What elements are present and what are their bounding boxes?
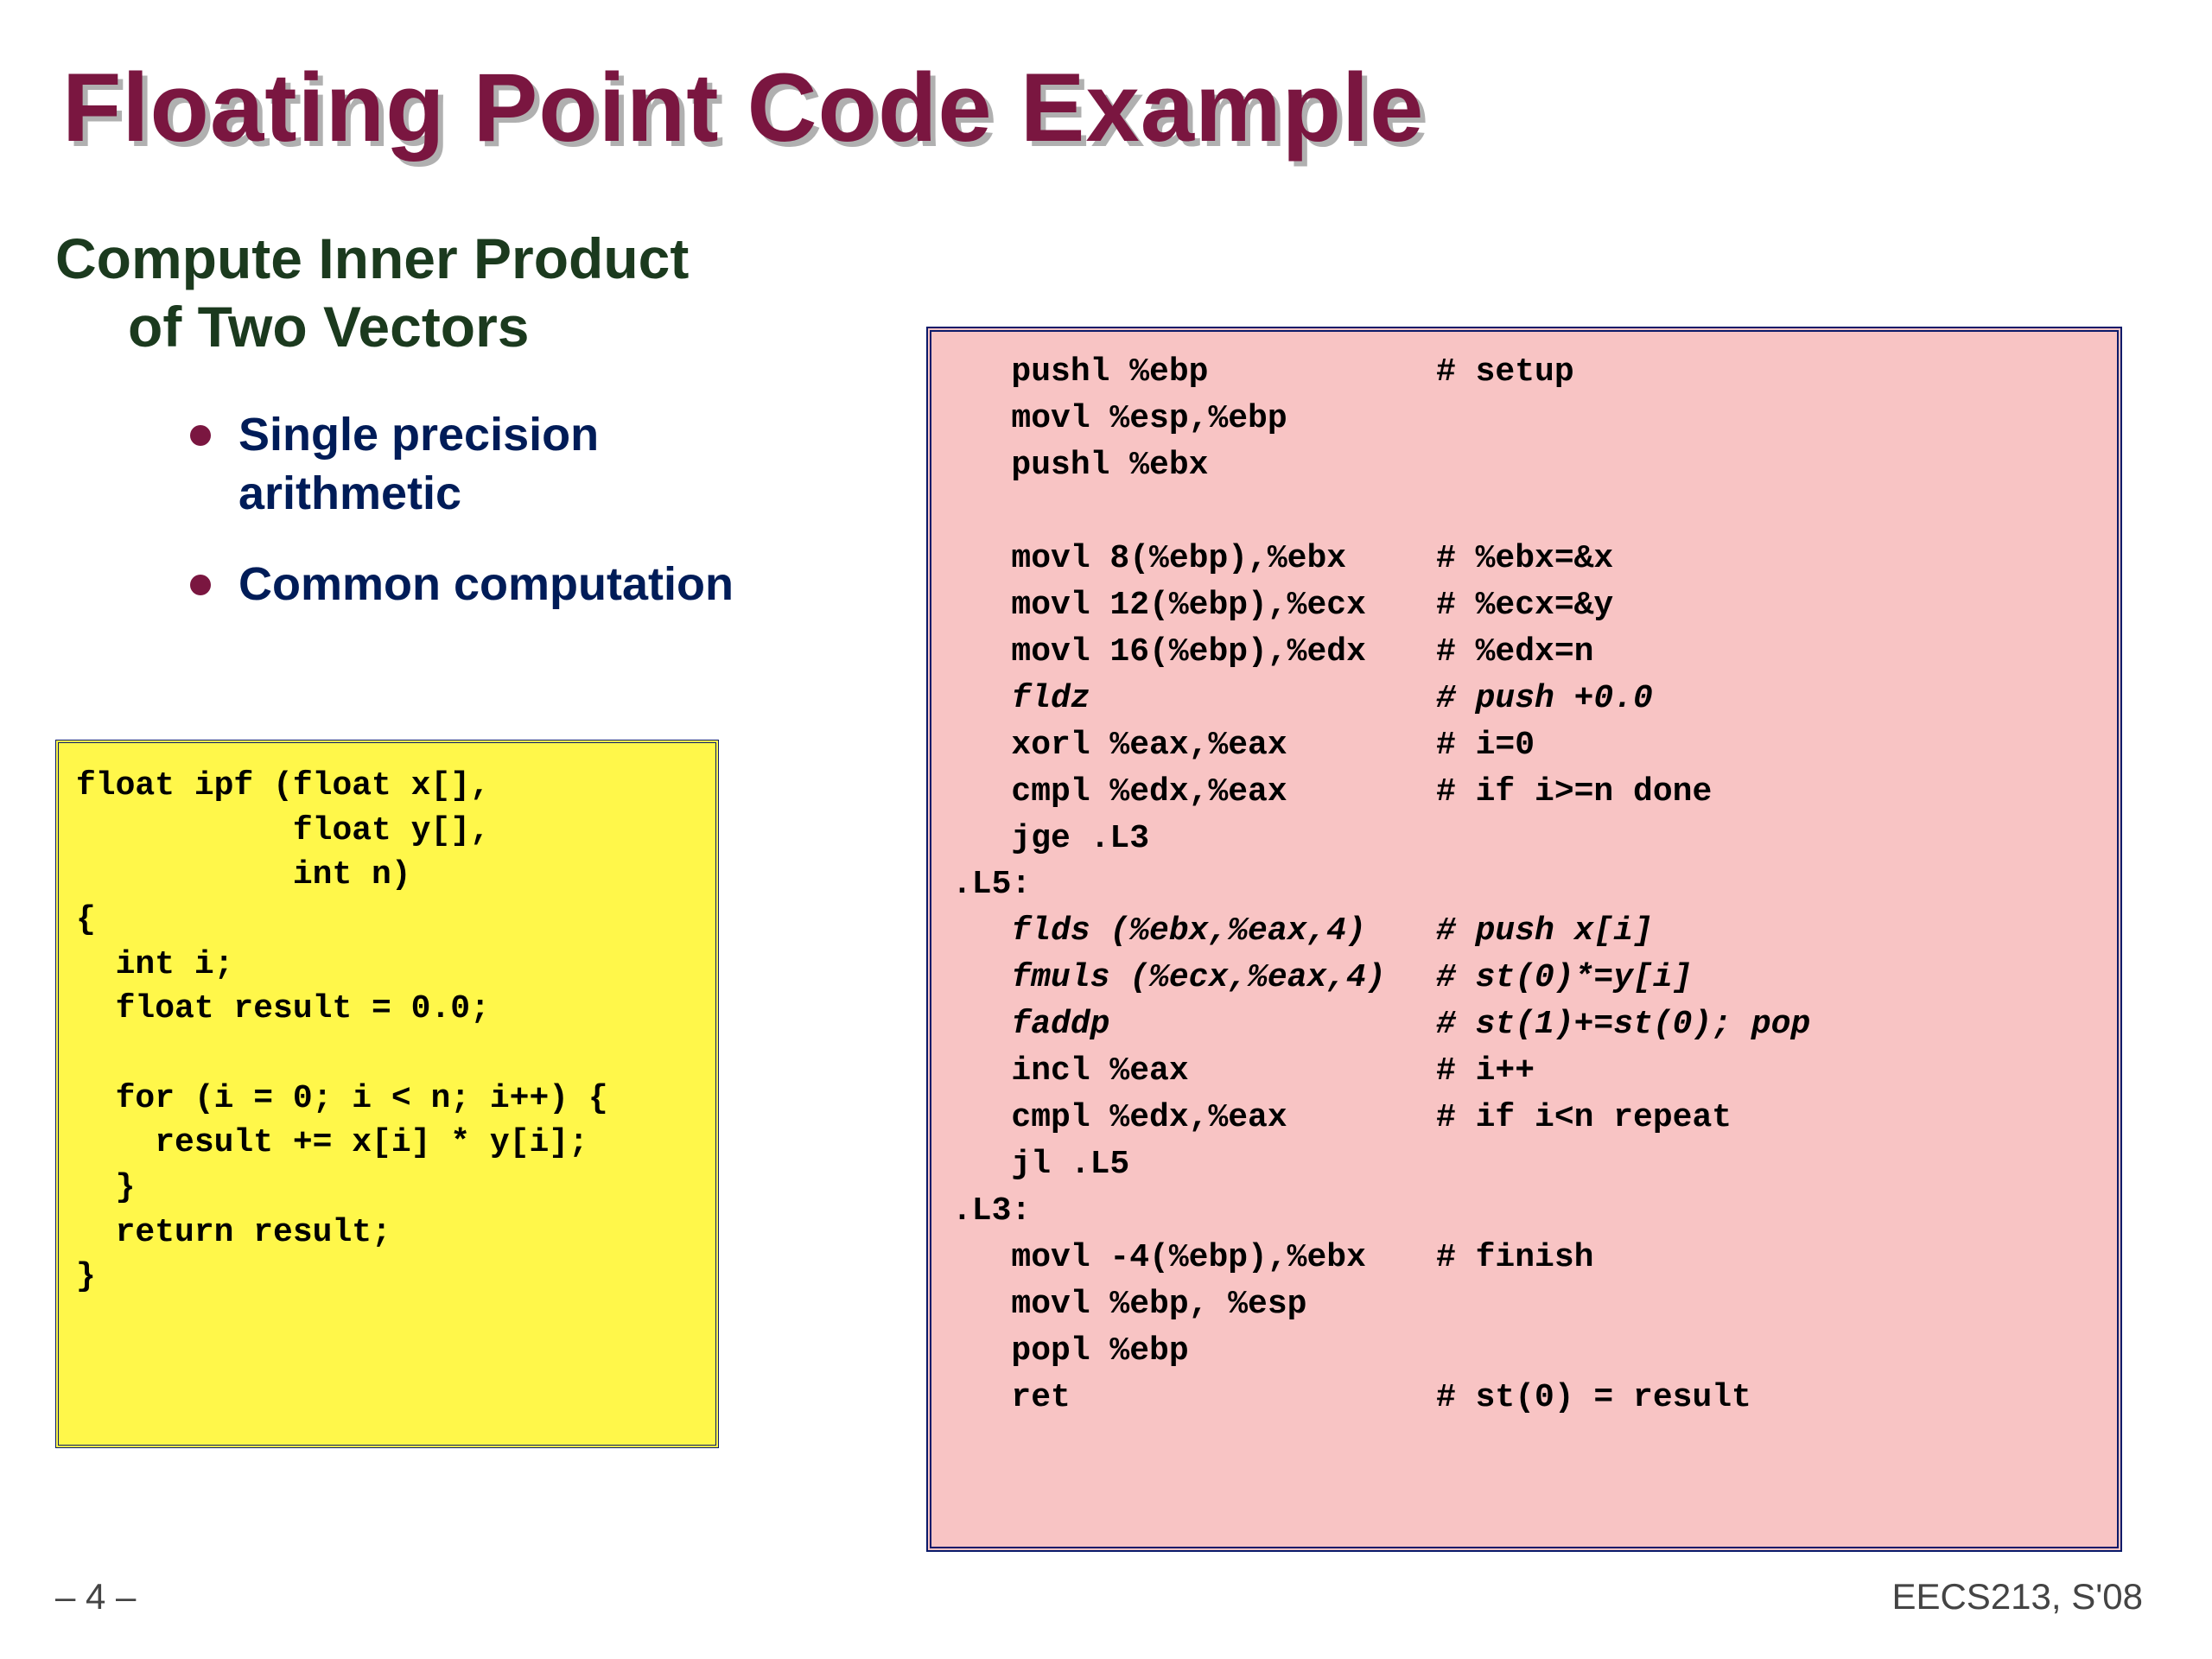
asm-line: movl 16(%ebp),%edx# %edx=n (952, 629, 2096, 676)
asm-comment: # i++ (1436, 1048, 1535, 1095)
subtitle-line-1: Compute Inner Product (55, 225, 689, 293)
asm-instruction: movl -4(%ebp),%ebx (952, 1235, 1436, 1281)
asm-line: ret# st(0) = result (952, 1375, 2096, 1421)
asm-instruction: movl 12(%ebp),%ecx (952, 582, 1436, 629)
asm-line: flds (%ebx,%eax,4)# push x[i] (952, 908, 2096, 955)
subtitle-line-2: of Two Vectors (128, 294, 530, 359)
asm-line: movl -4(%ebp),%ebx# finish (952, 1235, 2096, 1281)
slide: Floating Point Code Example Compute Inne… (0, 0, 2212, 1659)
asm-line: movl %esp,%ebp (952, 396, 2096, 442)
c-code-box: float ipf (float x[], float y[], int n) … (55, 740, 719, 1448)
asm-instruction: pushl %ebp (952, 349, 1436, 396)
asm-instruction: incl %eax (952, 1048, 1436, 1095)
asm-instruction: ret (952, 1375, 1436, 1421)
asm-line: fmuls (%ecx,%eax,4)# st(0)*=y[i] (952, 955, 2096, 1001)
slide-title: Floating Point Code Example (62, 52, 1424, 163)
asm-code-box: pushl %ebp# setup movl %esp,%ebp pushl %… (926, 327, 2122, 1552)
asm-comment: # push x[i] (1436, 908, 1653, 955)
asm-comment: # st(0) = result (1436, 1375, 1751, 1421)
asm-line: incl %eax# i++ (952, 1048, 2096, 1095)
asm-comment: # st(0)*=y[i] (1436, 955, 1692, 1001)
footer-page-number: – 4 – (55, 1576, 136, 1618)
asm-comment: # finish (1436, 1235, 1593, 1281)
asm-instruction: movl %esp,%ebp (952, 396, 1436, 442)
asm-line: jl .L5 (952, 1141, 2096, 1188)
bullet-item: Single precision arithmetic (190, 406, 734, 523)
asm-instruction: jge .L3 (952, 816, 1436, 862)
asm-instruction: flds (%ebx,%eax,4) (952, 908, 1436, 955)
asm-instruction: fldz (952, 676, 1436, 722)
asm-line: faddp# st(1)+=st(0); pop (952, 1001, 2096, 1048)
asm-line: xorl %eax,%eax# i=0 (952, 722, 2096, 769)
asm-line: fldz# push +0.0 (952, 676, 2096, 722)
c-code: float ipf (float x[], float y[], int n) … (76, 764, 698, 1300)
footer-course: EECS213, S'08 (1891, 1576, 2143, 1618)
asm-instruction: cmpl %edx,%eax (952, 1095, 1436, 1141)
asm-comment: # %ebx=&x (1436, 536, 1613, 582)
asm-line: cmpl %edx,%eax# if i>=n done (952, 769, 2096, 816)
asm-label: .L5: (952, 861, 2096, 908)
bullet-item: Common computation (190, 556, 734, 614)
asm-instruction: xorl %eax,%eax (952, 722, 1436, 769)
bullet-list: Single precision arithmetic Common compu… (190, 406, 734, 647)
asm-comment: # if i>=n done (1436, 769, 1712, 816)
asm-comment: # if i<n repeat (1436, 1095, 1732, 1141)
asm-line: popl %ebp (952, 1328, 2096, 1375)
asm-comment: # setup (1436, 349, 1574, 396)
asm-comment: # %edx=n (1436, 629, 1593, 676)
asm-line: movl 12(%ebp),%ecx# %ecx=&y (952, 582, 2096, 629)
asm-line: movl %ebp, %esp (952, 1281, 2096, 1328)
asm-instruction: pushl %ebx (952, 442, 1436, 489)
asm-instruction: faddp (952, 1001, 1436, 1048)
asm-instruction: movl 8(%ebp),%ebx (952, 536, 1436, 582)
asm-line: pushl %ebp# setup (952, 349, 2096, 396)
asm-line: movl 8(%ebp),%ebx# %ebx=&x (952, 536, 2096, 582)
asm-label: .L3: (952, 1188, 2096, 1235)
asm-comment: # push +0.0 (1436, 676, 1653, 722)
asm-comment: # i=0 (1436, 722, 1535, 769)
asm-line: cmpl %edx,%eax# if i<n repeat (952, 1095, 2096, 1141)
asm-line: jge .L3 (952, 816, 2096, 862)
asm-comment: # st(1)+=st(0); pop (1436, 1001, 1810, 1048)
asm-blank-line (952, 489, 2096, 536)
asm-instruction: jl .L5 (952, 1141, 1436, 1188)
asm-instruction: movl 16(%ebp),%edx (952, 629, 1436, 676)
asm-instruction: popl %ebp (952, 1328, 1436, 1375)
asm-instruction: cmpl %edx,%eax (952, 769, 1436, 816)
asm-instruction: movl %ebp, %esp (952, 1281, 1436, 1328)
asm-line: pushl %ebx (952, 442, 2096, 489)
asm-comment: # %ecx=&y (1436, 582, 1613, 629)
asm-instruction: fmuls (%ecx,%eax,4) (952, 955, 1436, 1001)
